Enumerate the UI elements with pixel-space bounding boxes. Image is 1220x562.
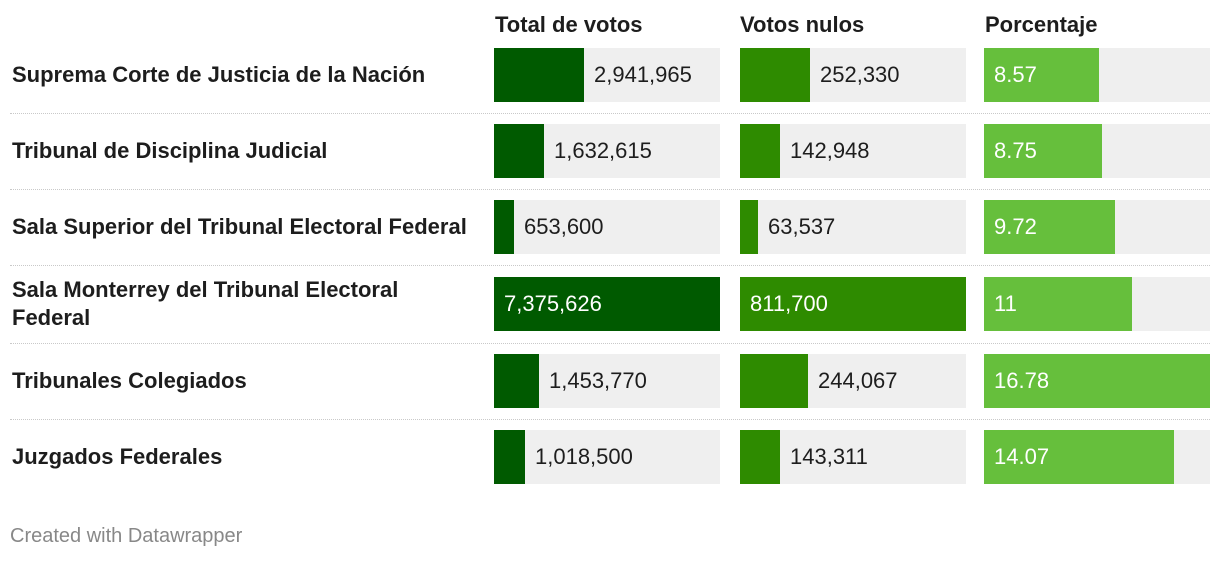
cell-nulos: 142,948 (740, 124, 966, 178)
value-nulos: 63,537 (768, 214, 836, 239)
bar-total (494, 48, 584, 102)
cell-porcentaje: 11 (984, 277, 1210, 331)
cell-porcentaje: 8.57 (984, 48, 1210, 102)
cell-porcentaje: 8.75 (984, 124, 1210, 178)
cell-total: 2,941,965 (494, 48, 720, 102)
row-separator (10, 343, 1210, 344)
column-headers: Total de votos Votos nulos Porcentaje (0, 10, 1220, 40)
table-row: Sala Monterrey del Tribunal Electoral Fe… (0, 266, 1210, 344)
bar-nulos (740, 277, 966, 331)
row-label: Tribunal de Disciplina Judicial (12, 138, 328, 163)
bar-total (494, 124, 544, 178)
row-label: Sala Superior del Tribunal Electoral Fed… (12, 214, 467, 239)
cell-nulos: 811,700 (740, 277, 966, 331)
cell-porcentaje: 14.07 (984, 430, 1210, 484)
row-label: Sala Monterrey del Tribunal Electoral Fe… (12, 277, 399, 330)
cell-nulos: 244,067 (740, 354, 966, 408)
row-separator (10, 419, 1210, 420)
cell-total: 653,600 (494, 200, 720, 254)
table-row: Tribunales Colegiados 1,453,770 244,067 16.… (0, 344, 1210, 420)
bar-porcentaje (984, 200, 1115, 254)
row-label: Tribunales Colegiados (12, 368, 247, 393)
row-separator (10, 113, 1210, 114)
bar-nulos (740, 48, 810, 102)
value-total: 653,600 (524, 214, 604, 239)
row-label: Suprema Corte de Justicia de la Nación (12, 62, 426, 87)
bar-porcentaje (984, 354, 1210, 408)
cell-nulos: 143,311 (740, 430, 966, 484)
row-separator (10, 265, 1210, 266)
table-row: Suprema Corte de Justicia de la Nación 2,… (0, 38, 1210, 114)
table-row: Sala Superior del Tribunal Electoral Fed… (0, 190, 1210, 266)
value-total: 1,632,615 (554, 138, 652, 163)
cell-porcentaje: 9.72 (984, 200, 1210, 254)
header-porcentaje: Porcentaje (985, 12, 1098, 37)
bar-nulos (740, 354, 808, 408)
cell-total: 1,632,615 (494, 124, 720, 178)
cell-total: 7,375,626 (494, 277, 720, 331)
row-label: Juzgados Federales (12, 444, 223, 469)
cell-total: 1,018,500 (494, 430, 720, 484)
value-nulos: 143,311 (790, 444, 868, 469)
value-porcentaje: 14.07 (994, 444, 1050, 469)
bar-nulos (740, 124, 780, 178)
bar-total (494, 277, 720, 331)
table-row: Tribunal de Disciplina Judicial 1,632,615… (0, 114, 1210, 190)
bar-porcentaje (984, 124, 1102, 178)
header-total-votos: Total de votos (495, 12, 643, 37)
value-porcentaje: 8.57 (994, 62, 1037, 87)
bar-porcentaje (984, 430, 1174, 484)
bar-nulos (740, 200, 758, 254)
value-porcentaje: 11 (994, 291, 1017, 316)
row-separator (10, 189, 1210, 190)
bar-porcentaje (984, 48, 1099, 102)
value-total: 1,453,770 (549, 368, 647, 393)
bar-nulos (740, 430, 780, 484)
value-nulos: 252,330 (820, 62, 900, 87)
bar-porcentaje (984, 277, 1132, 331)
value-porcentaje: 16.78 (994, 368, 1050, 393)
bar-total (494, 354, 539, 408)
cell-porcentaje: 16.78 (984, 354, 1210, 408)
value-porcentaje: 9.72 (994, 214, 1037, 239)
value-total: 7,375,626 (504, 291, 602, 316)
value-porcentaje: 8.75 (994, 138, 1037, 163)
value-nulos: 244,067 (818, 368, 898, 393)
cell-total: 1,453,770 (494, 354, 720, 408)
table-row: Juzgados Federales 1,018,500 143,311 14.07 (0, 420, 1210, 496)
value-total: 1,018,500 (535, 444, 633, 469)
datawrapper-credit: Created with Datawrapper (10, 525, 243, 547)
header-votos-nulos: Votos nulos (740, 12, 865, 37)
value-total: 2,941,965 (594, 62, 692, 87)
bar-total (494, 200, 514, 254)
cell-nulos: 252,330 (740, 48, 966, 102)
value-nulos: 142,948 (790, 138, 870, 163)
cell-nulos: 63,537 (740, 200, 966, 254)
value-nulos: 811,700 (750, 291, 828, 316)
bar-total (494, 430, 525, 484)
